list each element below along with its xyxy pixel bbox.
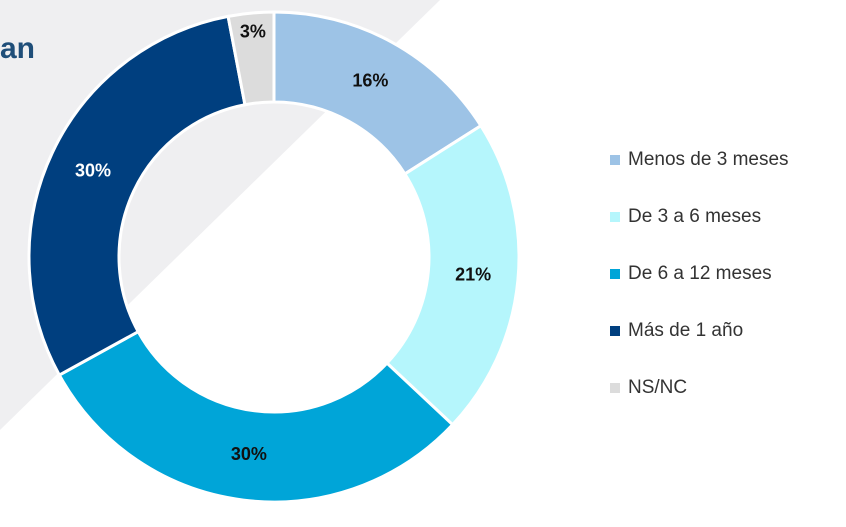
legend-swatch [610,212,620,222]
legend-swatch [610,155,620,165]
legend-swatch [610,269,620,279]
legend-swatch [610,326,620,336]
legend-label: De 3 a 6 meses [628,206,761,227]
slice [384,123,521,427]
data-label: 3% [240,22,266,42]
slice [57,329,455,504]
slice [27,14,247,378]
data-label: 30% [75,161,111,181]
legend-label: De 6 a 12 meses [628,263,772,284]
data-label: 21% [455,265,491,285]
chart-title: an [0,32,35,65]
legend-swatch [610,383,620,393]
data-label: 16% [352,70,388,90]
data-label: 30% [231,444,267,464]
legend-label: Menos de 3 meses [628,149,789,170]
legend-label: NS/NC [628,377,687,398]
slice [226,10,276,107]
legend-label: Más de 1 año [628,320,743,341]
